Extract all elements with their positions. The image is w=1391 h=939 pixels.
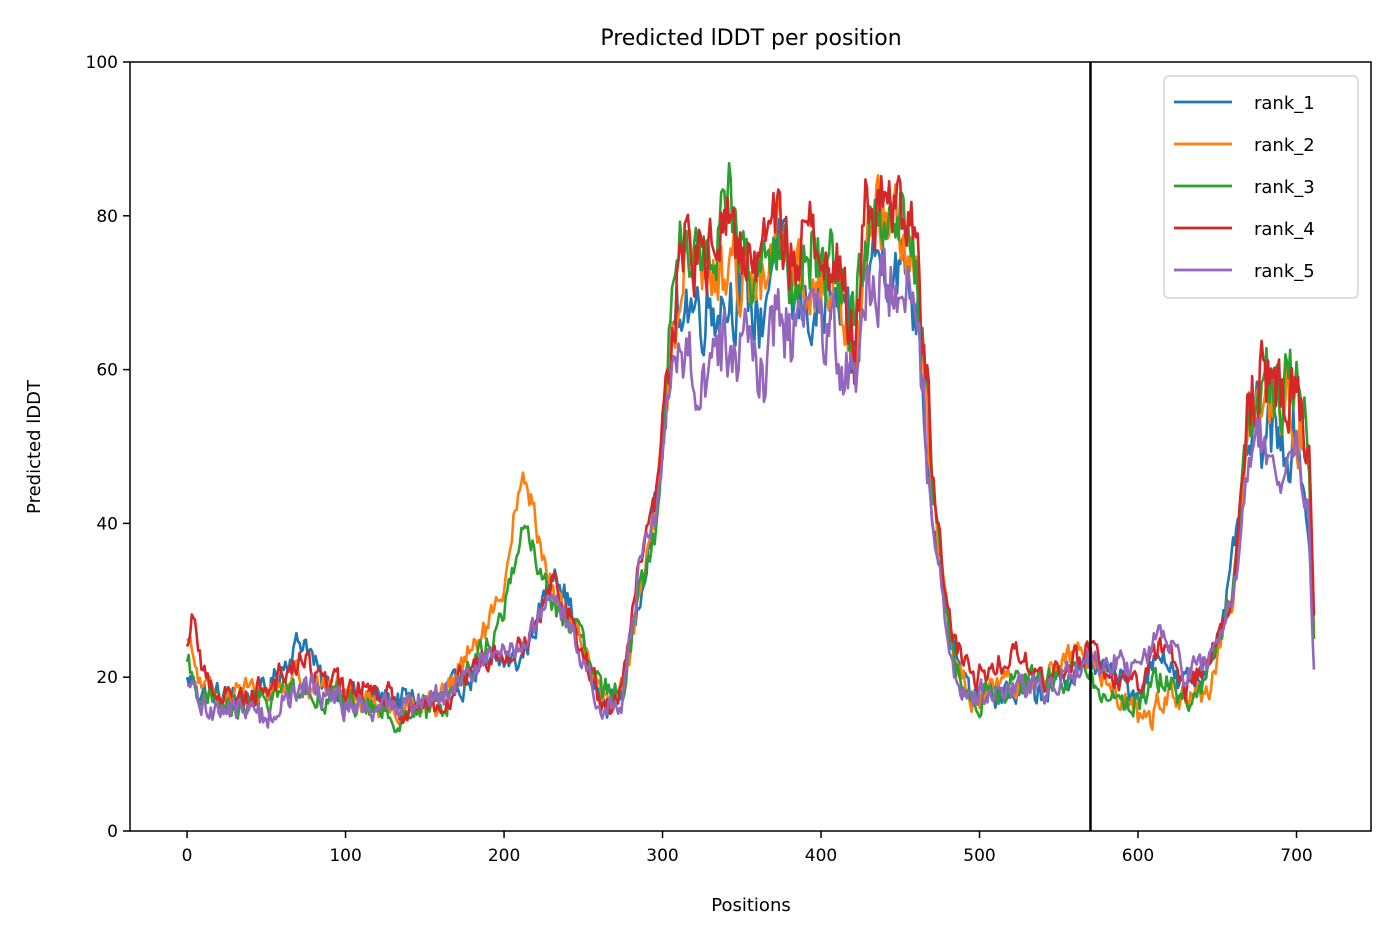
legend: rank_1 rank_2 rank_3 rank_4 rank_5 bbox=[1163, 75, 1359, 299]
legend-label-rank_3: rank_3 bbox=[1254, 177, 1315, 198]
y-tick-label: 80 bbox=[96, 207, 118, 227]
series-line-rank_4 bbox=[185, 174, 1316, 725]
series-layer bbox=[185, 161, 1316, 734]
legend-label-rank_5: rank_5 bbox=[1254, 261, 1315, 282]
series-line-rank_5 bbox=[186, 247, 1316, 729]
x-axis-label: Positions bbox=[711, 895, 790, 916]
x-tick-label: 400 bbox=[805, 846, 837, 866]
x-tick-label: 700 bbox=[1280, 846, 1312, 866]
y-axis-label: Predicted lDDT bbox=[24, 379, 45, 514]
plot-area-frame bbox=[129, 61, 1372, 832]
x-tick-label: 500 bbox=[963, 846, 995, 866]
x-tick-label: 200 bbox=[488, 846, 520, 866]
x-tick-label: 0 bbox=[182, 846, 193, 866]
y-tick-label: 60 bbox=[96, 361, 118, 381]
x-tick-label: 300 bbox=[646, 846, 678, 866]
y-tick-label: 40 bbox=[96, 514, 118, 534]
y-tick-label: 100 bbox=[86, 53, 118, 73]
legend-label-rank_2: rank_2 bbox=[1254, 135, 1315, 156]
y-tick-label: 20 bbox=[96, 668, 118, 688]
legend-label-rank_1: rank_1 bbox=[1254, 93, 1315, 114]
y-tick-label: 0 bbox=[107, 822, 118, 842]
x-axis-ticks: 0 100 200 300 400 500 600 700 bbox=[182, 831, 1313, 866]
y-axis-ticks: 0 20 40 60 80 100 bbox=[86, 53, 130, 842]
x-tick-label: 100 bbox=[329, 846, 361, 866]
x-tick-label: 600 bbox=[1122, 846, 1154, 866]
legend-label-rank_4: rank_4 bbox=[1254, 219, 1315, 240]
chart-title: Predicted lDDT per position bbox=[600, 26, 901, 51]
legend-box bbox=[1163, 75, 1359, 299]
